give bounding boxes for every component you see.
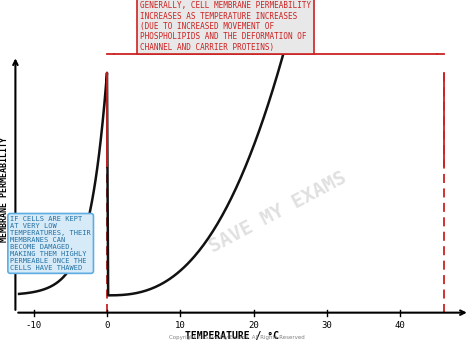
Text: MEMBRANE PERMEABILITY: MEMBRANE PERMEABILITY xyxy=(0,136,9,241)
Text: SAVE MY EXAMS: SAVE MY EXAMS xyxy=(206,168,350,256)
Text: TEMPERATURE / °C: TEMPERATURE / °C xyxy=(184,331,279,341)
Text: Copyright © Save My Exams. All Rights Reserved: Copyright © Save My Exams. All Rights Re… xyxy=(169,335,305,340)
Text: 40: 40 xyxy=(395,321,405,330)
Text: 30: 30 xyxy=(321,321,332,330)
Text: 0: 0 xyxy=(104,321,109,330)
Text: IF CELLS ARE KEPT
AT VERY LOW
TEMPERATURES, THEIR
MEMBRANES CAN
BECOME DAMAGED,
: IF CELLS ARE KEPT AT VERY LOW TEMPERATUR… xyxy=(10,216,91,271)
Text: 10: 10 xyxy=(175,321,186,330)
Text: 20: 20 xyxy=(248,321,259,330)
Text: GENERALLY, CELL MEMBRANE PERMEABILITY
INCREASES AS TEMPERATURE INCREASES
(DUE TO: GENERALLY, CELL MEMBRANE PERMEABILITY IN… xyxy=(140,1,311,52)
Text: -10: -10 xyxy=(26,321,42,330)
